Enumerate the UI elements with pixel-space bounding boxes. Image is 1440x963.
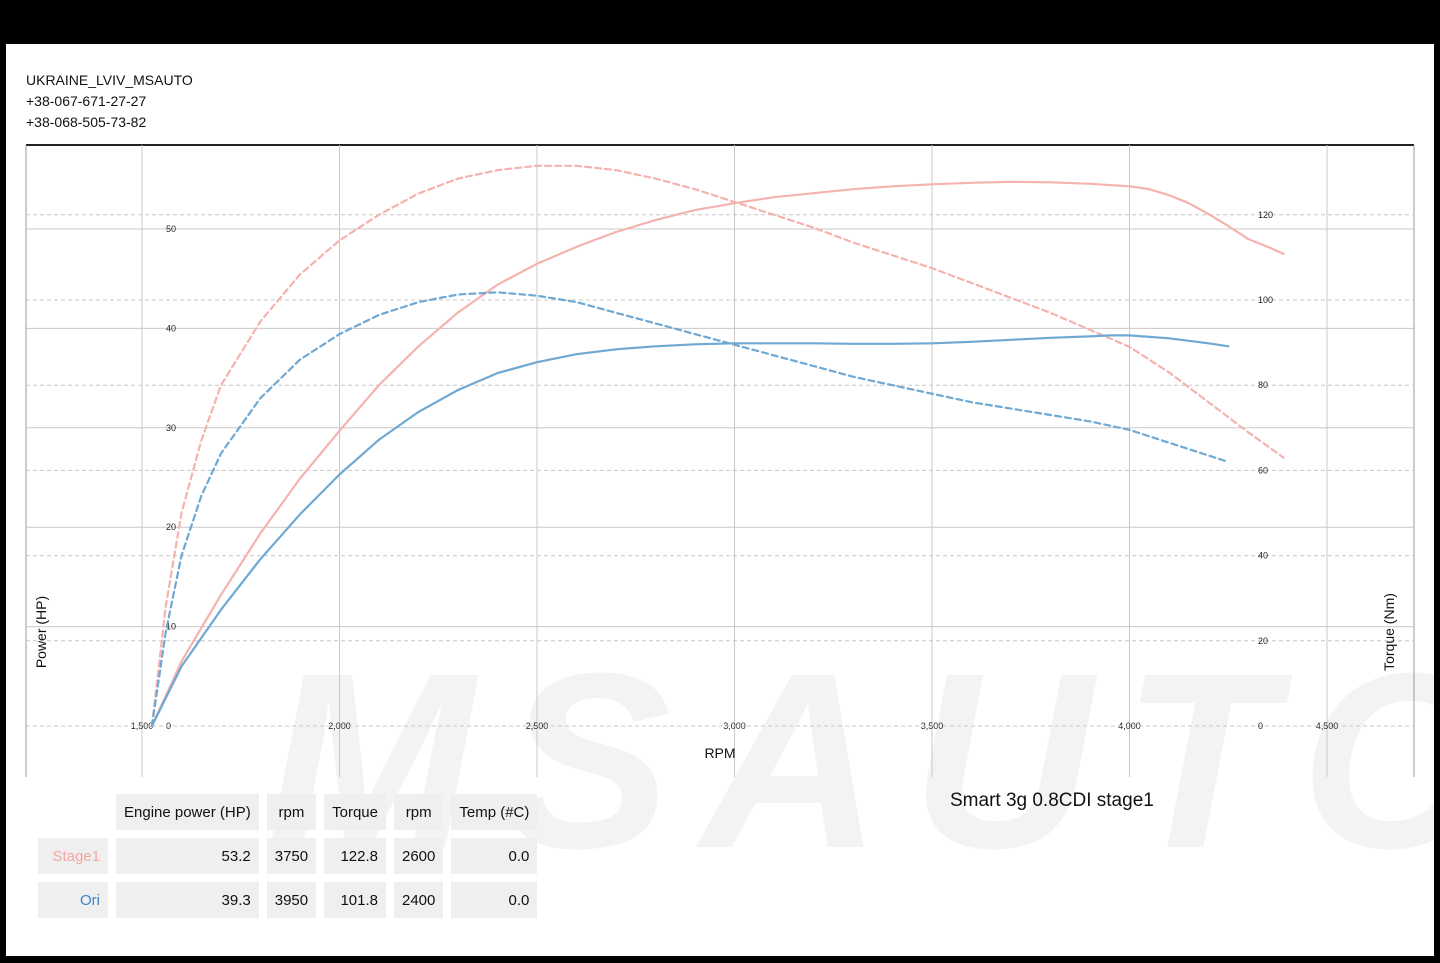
ori-power: 39.3 bbox=[116, 882, 259, 918]
y-left-tick-label: 50 bbox=[166, 224, 176, 234]
y-right-tick-label: 60 bbox=[1258, 465, 1268, 475]
y-right-tick-label: 0 bbox=[1258, 721, 1263, 731]
y-right-tick-label: 100 bbox=[1258, 295, 1273, 305]
stage1-torque: 122.8 bbox=[324, 838, 386, 874]
series-line-ori-torque bbox=[150, 291, 1230, 728]
ori-power-rpm: 3950 bbox=[266, 882, 317, 918]
series-name-stage1: Stage1 bbox=[38, 838, 108, 874]
y-right-tick-label: 80 bbox=[1258, 380, 1268, 390]
y-left-tick-label: 10 bbox=[166, 622, 176, 632]
results-table: Engine power (HP) rpm Torque rpm Temp (#… bbox=[30, 786, 545, 926]
shop-name: UKRAINE_LVIV_MSAUTO bbox=[26, 72, 193, 88]
phone-1: +38-067-671-27-27 bbox=[26, 93, 147, 109]
table-row-stage1: Stage1 53.2 3750 122.8 2600 0.0 bbox=[38, 838, 538, 874]
stage1-temp: 0.0 bbox=[451, 838, 538, 874]
series-line-stage1-power bbox=[150, 180, 1285, 728]
x-tick-label: 2,000 bbox=[328, 721, 351, 731]
table-header-row: Engine power (HP) rpm Torque rpm Temp (#… bbox=[38, 794, 538, 830]
ori-torque-rpm: 2400 bbox=[393, 882, 444, 918]
header-temp: Temp (#C) bbox=[451, 794, 538, 830]
shop-header: UKRAINE_LVIV_MSAUTO +38-067-671-27-27 +3… bbox=[26, 70, 193, 133]
vehicle-title: Smart 3g 0.8CDI stage1 bbox=[950, 790, 1154, 811]
y-right-tick-label: 40 bbox=[1258, 551, 1268, 561]
header-power-rpm: rpm bbox=[266, 794, 317, 830]
y-right-axis-title: Torque (Nm) bbox=[1381, 593, 1397, 671]
stage1-power-rpm: 3750 bbox=[266, 838, 317, 874]
series-line-ori-power bbox=[150, 334, 1230, 728]
dyno-chart: 1,500 2,000 2,500 3,000 3,500 4,000 4,50001020… bbox=[25, 144, 1415, 777]
y-left-tick-label: 40 bbox=[166, 323, 176, 333]
y-left-tick-label: 20 bbox=[166, 522, 176, 532]
series-line-stage1-torque bbox=[150, 164, 1285, 728]
header-engine-power: Engine power (HP) bbox=[116, 794, 259, 830]
series-name-ori: Ori bbox=[38, 882, 108, 918]
y-left-tick-label: 30 bbox=[166, 423, 176, 433]
y-right-tick-label: 120 bbox=[1258, 210, 1273, 220]
x-tick-label: 4,000 bbox=[1118, 721, 1141, 731]
header-blank bbox=[38, 794, 108, 830]
header-torque: Torque bbox=[324, 794, 386, 830]
x-axis-title: RPM bbox=[704, 745, 735, 761]
y-left-axis-title: Power (HP) bbox=[33, 596, 49, 668]
stage1-power: 53.2 bbox=[116, 838, 259, 874]
phone-2: +38-068-505-73-82 bbox=[26, 114, 147, 130]
dyno-report-sheet: MSAUTO UKRAINE_LVIV_MSAUTO +38-067-671-2… bbox=[6, 44, 1434, 956]
ori-temp: 0.0 bbox=[451, 882, 538, 918]
header-torque-rpm: rpm bbox=[393, 794, 444, 830]
y-right-tick-label: 20 bbox=[1258, 636, 1268, 646]
stage1-torque-rpm: 2600 bbox=[393, 838, 444, 874]
ori-torque: 101.8 bbox=[324, 882, 386, 918]
table-row-ori: Ori 39.3 3950 101.8 2400 0.0 bbox=[38, 882, 538, 918]
x-tick-label: 4,500 bbox=[1316, 721, 1339, 731]
